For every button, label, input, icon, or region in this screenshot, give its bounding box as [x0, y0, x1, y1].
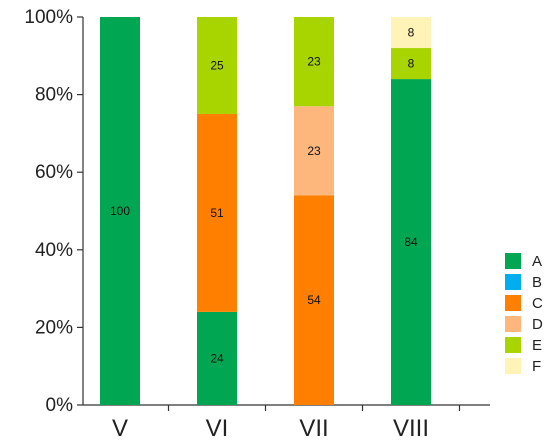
legend-label: D: [532, 316, 543, 333]
y-tick-label: 100%: [24, 7, 73, 28]
legend-label: A: [532, 253, 542, 270]
bar-segment: [197, 17, 237, 114]
legend-swatch: [505, 253, 521, 269]
bar-segment: [197, 114, 237, 312]
data-label: 25: [210, 59, 224, 73]
legend-swatch: [505, 295, 521, 311]
y-tick-label: 40%: [35, 240, 73, 261]
data-labels: 100 24 51 25 54 23 23 84 8 8: [110, 26, 418, 366]
data-label: 8: [408, 26, 415, 40]
y-tick-label: 20%: [35, 317, 73, 338]
data-label: 54: [307, 293, 321, 307]
y-tick-label: 60%: [35, 162, 73, 183]
y-tick-label: 0%: [46, 395, 74, 416]
bar-segment: [391, 48, 431, 80]
x-category-label: VI: [206, 415, 229, 440]
y-axis: 0% 20% 40% 60% 80% 100%: [24, 7, 84, 416]
data-label: 84: [404, 235, 418, 249]
legend-swatch: [505, 337, 521, 353]
data-label: 24: [210, 351, 224, 365]
legend-swatch: [505, 358, 521, 374]
data-label: 100: [110, 204, 130, 218]
data-label: 51: [210, 206, 224, 220]
legend-label: E: [532, 337, 542, 354]
x-category-label: VIII: [393, 415, 429, 440]
data-label: 8: [408, 57, 415, 71]
data-label: 23: [307, 144, 321, 158]
bar-segment: [294, 17, 334, 107]
x-axis: V VI VII VIII: [83, 404, 490, 440]
bar-segment: [197, 311, 237, 405]
legend-label: B: [532, 274, 542, 291]
x-category-label: V: [112, 415, 128, 440]
data-label: 23: [307, 55, 321, 69]
bar-segment: [391, 79, 431, 405]
bar-segment: [391, 17, 431, 49]
bar-segment: [294, 106, 334, 196]
x-category-label: VII: [299, 415, 328, 440]
bar-segment: [100, 17, 140, 405]
bars: [100, 17, 431, 405]
legend-label: C: [532, 295, 543, 312]
y-tick-label: 80%: [35, 85, 73, 106]
legend-swatch: [505, 274, 521, 290]
legend-swatch: [505, 316, 521, 332]
legend-label: F: [532, 358, 541, 375]
bar-segment: [294, 195, 334, 405]
